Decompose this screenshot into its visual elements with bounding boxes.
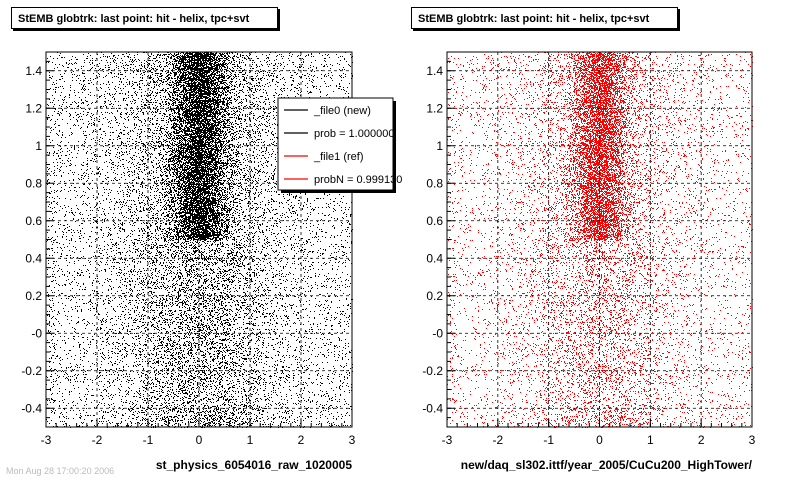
y-tick-label: 0.8	[25, 176, 42, 190]
right-scatter-panel: -3 -2 -1 0 1 2 3 -0.4 -0.2 -0 0.2 0.4 0.6 0.8 1 1.2 1.4 n…	[422, 51, 756, 472]
y-tick-label: 0.6	[25, 214, 42, 228]
y-tick-label: 0.2	[426, 289, 443, 303]
x-tick-label: -1	[143, 433, 154, 447]
x-tick-label: -2	[492, 433, 503, 447]
x-axis-label: st_physics_6054016_raw_1020005	[156, 458, 352, 472]
y-tick-label: 1	[436, 139, 443, 153]
x-axis-label: new/daq_sl302.ittf/year_2005/CuCu200_Hig…	[461, 458, 753, 472]
y-tick-label: 1	[35, 139, 42, 153]
legend-label: prob = 1.000000	[314, 128, 394, 140]
x-tick-label: 2	[298, 433, 305, 447]
x-tick-label: 3	[749, 433, 756, 447]
legend-label: _file0 (new)	[313, 105, 371, 117]
x-tick-label: 0	[596, 433, 603, 447]
y-tick-label: -0.4	[422, 401, 443, 415]
x-tick-label: 0	[196, 433, 203, 447]
left-chart-title: StEMB globtrk: last point: hit - helix, …	[11, 7, 278, 29]
y-tick-label: 0.4	[25, 251, 42, 265]
legend-label: probN = 0.999130	[314, 174, 402, 186]
y-tick-label: 1.4	[426, 64, 443, 78]
y-tick-label: 0.6	[426, 214, 443, 228]
y-tick-label: 0.2	[25, 289, 42, 303]
x-tick-label: 1	[647, 433, 654, 447]
y-tick-label: -0.4	[21, 401, 42, 415]
y-tick-label: -0.2	[422, 364, 443, 378]
y-tick-label: 0.8	[426, 176, 443, 190]
legend: _file0 (new) prob = 1.000000 _file1 (ref) p…	[277, 97, 402, 193]
legend-label: _file1 (ref)	[313, 151, 364, 163]
y-tick-label: 1.4	[25, 64, 42, 78]
x-tick-label: 1	[247, 433, 254, 447]
x-tick-label: -3	[442, 433, 453, 447]
y-tick-label: -0	[432, 326, 443, 340]
grid	[447, 52, 752, 427]
x-tick-label: -1	[543, 433, 554, 447]
y-tick-label: 1.2	[426, 101, 443, 115]
timestamp-footer: Mon Aug 28 17:00:20 2006	[6, 466, 115, 476]
legend-box	[277, 97, 394, 191]
x-tick-label: 2	[698, 433, 705, 447]
x-tick-label: -2	[92, 433, 103, 447]
y-tick-label: 1.2	[25, 101, 42, 115]
y-tick-label: 0.4	[426, 251, 443, 265]
right-chart-title: StEMB globtrk: last point: hit - helix, …	[411, 7, 678, 29]
x-tick-label: 3	[349, 433, 356, 447]
y-tick-label: -0.2	[21, 364, 42, 378]
y-tick-label: -0	[31, 326, 42, 340]
x-tick-label: -3	[41, 433, 52, 447]
